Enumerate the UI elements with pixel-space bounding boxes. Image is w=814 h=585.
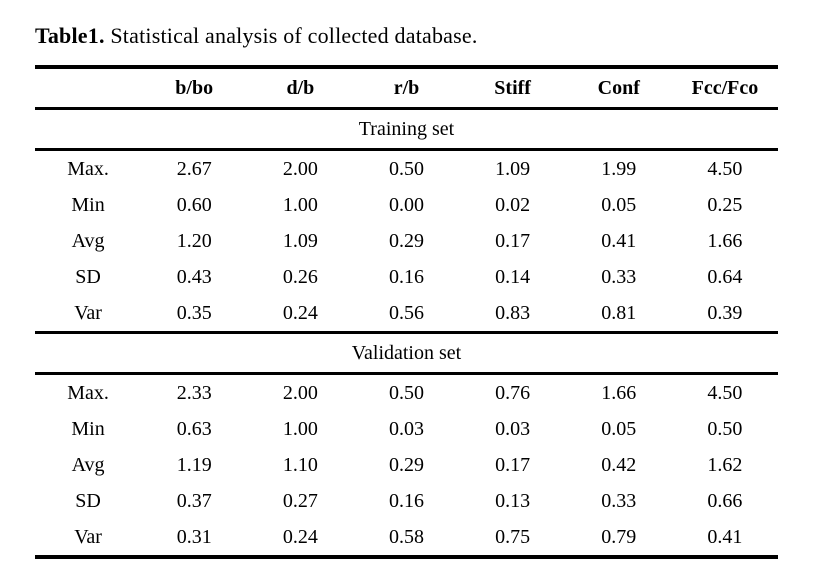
table-row: Var 0.31 0.24 0.58 0.75 0.79 0.41 bbox=[35, 519, 778, 557]
row-label: Max. bbox=[67, 157, 109, 180]
table-row: Max. 2.67 2.00 0.50 1.09 1.99 4.50 bbox=[35, 150, 778, 188]
table-cell: 1.09 bbox=[495, 157, 531, 180]
table-cell: 0.25 bbox=[707, 193, 743, 216]
column-header: d/b bbox=[247, 67, 354, 110]
section-row: Training set bbox=[35, 107, 778, 151]
table-cell: 0.31 bbox=[176, 525, 212, 548]
table-cell: 0.16 bbox=[388, 489, 424, 512]
table-cell: 0.63 bbox=[176, 417, 212, 440]
table-row: Min 0.60 1.00 0.00 0.02 0.05 0.25 bbox=[35, 187, 778, 223]
column-header: Conf bbox=[565, 67, 672, 110]
table-cell: 1.00 bbox=[282, 193, 318, 216]
table-cell: 1.20 bbox=[176, 229, 212, 252]
table-caption-label: Table1. bbox=[35, 23, 105, 48]
table-cell: 0.17 bbox=[495, 453, 531, 476]
column-header: Fcc/Fco bbox=[671, 67, 778, 110]
table-row: Max. 2.33 2.00 0.50 0.76 1.66 4.50 bbox=[35, 374, 778, 412]
table-cell: 0.42 bbox=[601, 453, 637, 476]
table-cell: 1.66 bbox=[707, 229, 743, 252]
section-title: Validation set bbox=[35, 331, 778, 375]
row-label: Min bbox=[71, 193, 105, 216]
table-cell: 0.41 bbox=[601, 229, 637, 252]
table-cell: 0.79 bbox=[601, 525, 637, 548]
table-cell: 0.14 bbox=[495, 265, 531, 288]
table-cell: 2.67 bbox=[176, 157, 212, 180]
table-cell: 0.16 bbox=[388, 265, 424, 288]
table-cell: 0.02 bbox=[495, 193, 531, 216]
stats-table-body: Training set Max. 2.67 2.00 0.50 1.09 1.99 4.50… bbox=[35, 107, 778, 558]
row-label: Avg bbox=[71, 453, 105, 476]
section-title: Training set bbox=[35, 107, 778, 151]
table-cell: 0.35 bbox=[176, 301, 212, 324]
table-caption-text: Statistical analysis of collected databa… bbox=[110, 23, 478, 48]
table-cell: 0.29 bbox=[388, 229, 424, 252]
table-row: SD 0.43 0.26 0.16 0.14 0.33 0.64 bbox=[35, 259, 778, 295]
table-cell: 0.29 bbox=[388, 453, 424, 476]
table-cell: 0.76 bbox=[495, 381, 531, 404]
table-cell: 0.33 bbox=[601, 489, 637, 512]
table-cell: 0.75 bbox=[495, 525, 531, 548]
table-cell: 0.03 bbox=[495, 417, 531, 440]
table-cell: 0.05 bbox=[601, 193, 637, 216]
table-cell: 0.00 bbox=[388, 193, 424, 216]
table-cell: 4.50 bbox=[707, 157, 743, 180]
table-cell: 0.56 bbox=[388, 301, 424, 324]
table-cell: 0.17 bbox=[495, 229, 531, 252]
row-label: SD bbox=[75, 265, 101, 288]
column-header: r/b bbox=[353, 67, 460, 110]
row-label: Min bbox=[71, 417, 105, 440]
row-label: Var bbox=[74, 525, 102, 548]
table-cell: 0.13 bbox=[495, 489, 531, 512]
table-cell: 0.81 bbox=[601, 301, 637, 324]
table-cell: 0.33 bbox=[601, 265, 637, 288]
column-header: Stiff bbox=[459, 67, 566, 110]
header-row: b/bo d/b r/b Stiff Conf Fcc/Fco bbox=[35, 67, 778, 110]
table-cell: 1.10 bbox=[282, 453, 318, 476]
table-cell: 1.00 bbox=[282, 417, 318, 440]
table-cell: 0.50 bbox=[388, 157, 424, 180]
table-cell: 0.60 bbox=[176, 193, 212, 216]
stats-table: b/bo d/b r/b Stiff Conf Fcc/Fco Training set M… bbox=[35, 65, 778, 559]
table-cell: 0.58 bbox=[388, 525, 424, 548]
table-row: SD 0.37 0.27 0.16 0.13 0.33 0.66 bbox=[35, 483, 778, 519]
table-cell: 0.24 bbox=[282, 525, 318, 548]
table-cell: 2.33 bbox=[176, 381, 212, 404]
row-label: Max. bbox=[67, 381, 109, 404]
table-cell: 0.03 bbox=[388, 417, 424, 440]
stats-table-head: b/bo d/b r/b Stiff Conf Fcc/Fco bbox=[35, 67, 778, 110]
table-cell: 2.00 bbox=[282, 381, 318, 404]
table-cell: 0.64 bbox=[707, 265, 743, 288]
table-cell: 1.09 bbox=[282, 229, 318, 252]
row-label: Avg bbox=[71, 229, 105, 252]
table-cell: 0.39 bbox=[707, 301, 743, 324]
table-cell: 1.99 bbox=[601, 157, 637, 180]
table-cell: 0.41 bbox=[707, 525, 743, 548]
table-cell: 0.50 bbox=[707, 417, 743, 440]
section-row: Validation set bbox=[35, 331, 778, 375]
table-row: Var 0.35 0.24 0.56 0.83 0.81 0.39 bbox=[35, 295, 778, 333]
table-cell: 0.27 bbox=[282, 489, 318, 512]
table-cell: 0.50 bbox=[388, 381, 424, 404]
table-row: Avg 1.20 1.09 0.29 0.17 0.41 1.66 bbox=[35, 223, 778, 259]
table-cell: 0.26 bbox=[282, 265, 318, 288]
table-caption: Table1. Statistical analysis of collecte… bbox=[35, 22, 778, 50]
table-cell: 0.05 bbox=[601, 417, 637, 440]
table-cell: 0.37 bbox=[176, 489, 212, 512]
table-cell: 1.62 bbox=[707, 453, 743, 476]
table-cell: 0.66 bbox=[707, 489, 743, 512]
table-cell: 1.19 bbox=[176, 453, 212, 476]
row-label: SD bbox=[75, 489, 101, 512]
table-cell: 0.83 bbox=[495, 301, 531, 324]
table-cell: 0.43 bbox=[176, 265, 212, 288]
row-label-header bbox=[35, 67, 142, 110]
table-row: Avg 1.19 1.10 0.29 0.17 0.42 1.62 bbox=[35, 447, 778, 483]
table-cell: 0.24 bbox=[282, 301, 318, 324]
table-cell: 2.00 bbox=[282, 157, 318, 180]
table-cell: 4.50 bbox=[707, 381, 743, 404]
row-label: Var bbox=[74, 301, 102, 324]
table-cell: 1.66 bbox=[601, 381, 637, 404]
column-header: b/bo bbox=[141, 67, 248, 110]
table-row: Min 0.63 1.00 0.03 0.03 0.05 0.50 bbox=[35, 411, 778, 447]
